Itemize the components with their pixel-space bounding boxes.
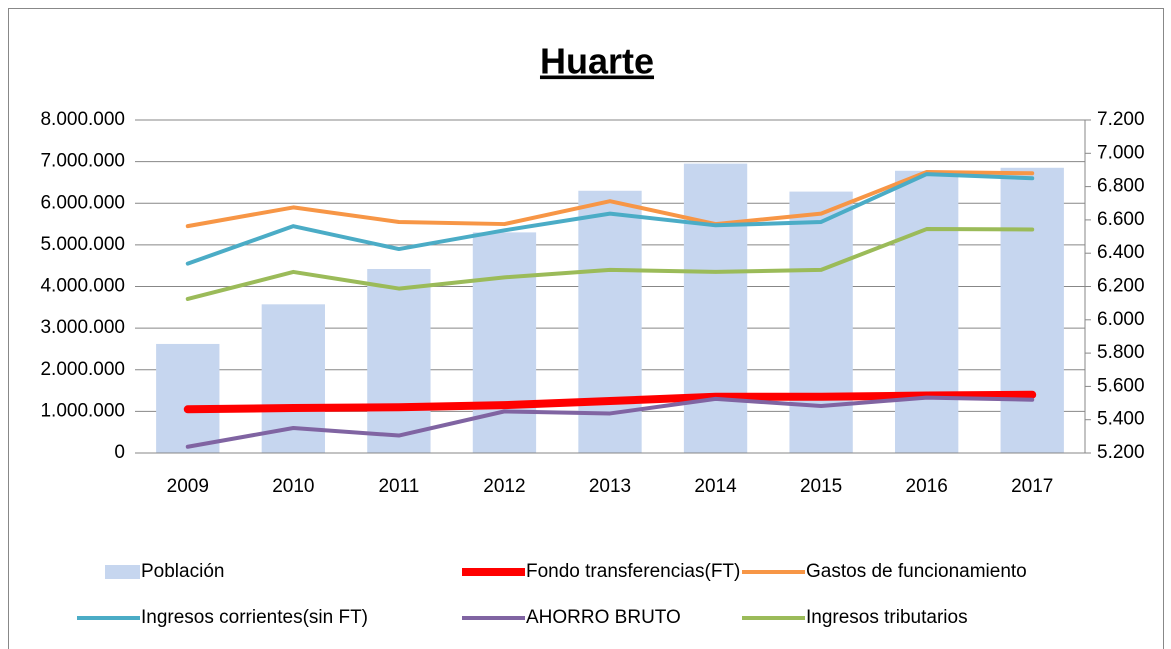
y2-tick-label: 7.200: [1097, 109, 1145, 130]
y2-tick-label: 6.400: [1097, 242, 1145, 263]
y-tick-label: 5.000.000: [40, 234, 125, 255]
bar: [1000, 167, 1064, 453]
bar: [367, 269, 431, 453]
x-tick-label: 2014: [694, 476, 737, 497]
line-series: [185, 172, 1035, 266]
legend-label: Ingresos corrientes(sin FT): [141, 607, 368, 628]
y2-tick-label: 6.800: [1097, 176, 1145, 197]
y2-tick-label: 7.000: [1097, 142, 1145, 163]
x-tick-label: 2015: [800, 476, 842, 497]
y2-tick-label: 5.800: [1097, 342, 1145, 363]
line-series: [185, 170, 1035, 229]
x-tick-label: 2013: [589, 476, 631, 497]
chart-title: Huarte: [540, 41, 654, 82]
x-tick-label: 2010: [272, 476, 314, 497]
x-tick-label: 2012: [483, 476, 525, 497]
x-tick-label: 2016: [906, 476, 948, 497]
y-tick-label: 0: [114, 442, 125, 463]
y2-tick-label: 6.000: [1097, 309, 1145, 330]
y-tick-label: 3.000.000: [40, 317, 125, 338]
line-series: [185, 227, 1035, 301]
bar: [156, 343, 220, 453]
y-tick-label: 8.000.000: [40, 109, 125, 130]
y-tick-label: 2.000.000: [40, 359, 125, 380]
bar: [683, 163, 748, 454]
y-tick-label: 1.000.000: [40, 400, 125, 421]
y-tick-label: 7.000.000: [40, 151, 125, 172]
y2-tick-label: 5.600: [1097, 375, 1145, 396]
bar: [472, 232, 537, 453]
y-tick-label: 6.000.000: [40, 192, 125, 213]
legend-label: Fondo transferencias(FT): [526, 561, 740, 582]
x-tick-label: 2017: [1011, 476, 1053, 497]
bar: [789, 191, 853, 453]
legend-label: AHORRO BRUTO: [526, 607, 681, 628]
line-series: [183, 390, 1037, 414]
x-tick-label: 2011: [378, 476, 419, 497]
y-tick-label: 4.000.000: [40, 276, 125, 297]
line-series: [185, 395, 1035, 449]
x-tick-label: 2009: [167, 476, 209, 497]
y2-tick-label: 5.200: [1097, 442, 1145, 463]
legend-swatch: [105, 565, 140, 579]
legend-label: Ingresos tributarios: [806, 607, 968, 628]
y2-tick-label: 6.200: [1097, 276, 1145, 297]
y2-tick-label: 5.400: [1097, 409, 1145, 430]
y2-tick-label: 6.600: [1097, 209, 1145, 230]
legend-label: Gastos de funcionamiento: [806, 561, 1027, 582]
bar: [895, 170, 959, 453]
legend-label: Población: [141, 561, 224, 582]
